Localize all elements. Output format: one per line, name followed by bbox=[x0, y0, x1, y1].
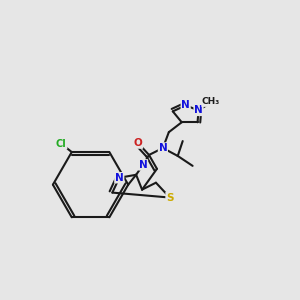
Text: S: S bbox=[166, 193, 174, 202]
Text: N: N bbox=[181, 100, 190, 110]
Text: O: O bbox=[134, 138, 142, 148]
Text: N: N bbox=[115, 173, 124, 183]
Text: N: N bbox=[194, 105, 203, 116]
Text: CH₃: CH₃ bbox=[202, 98, 220, 106]
Text: Cl: Cl bbox=[56, 139, 67, 149]
Text: N: N bbox=[139, 160, 147, 170]
Text: N: N bbox=[158, 143, 167, 153]
